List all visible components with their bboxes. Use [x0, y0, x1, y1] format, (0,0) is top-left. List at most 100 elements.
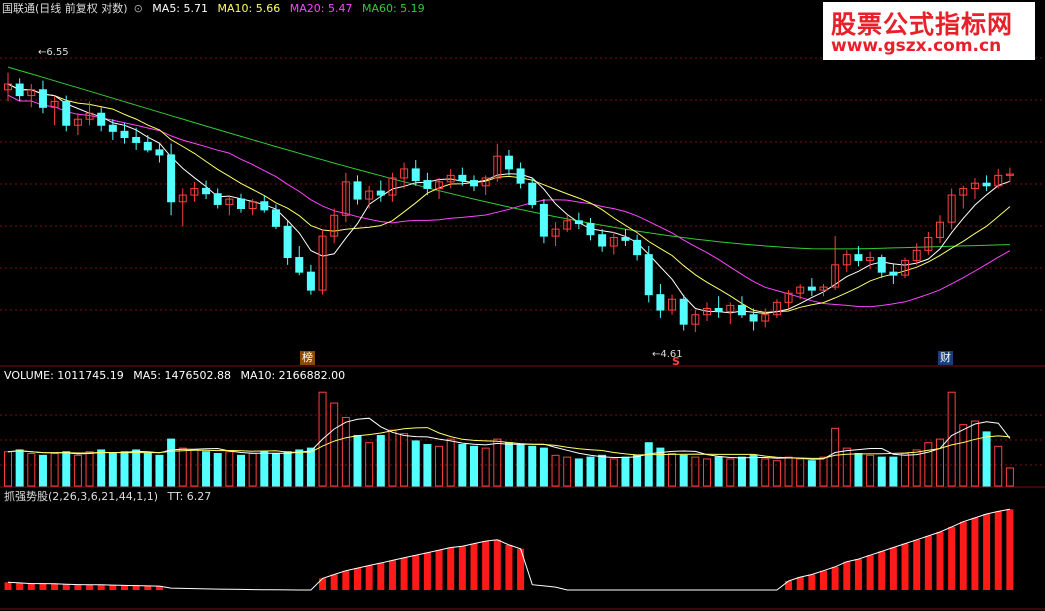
- volume-bar: [737, 456, 746, 487]
- volume-ma10-line: [7, 427, 1010, 459]
- chart-title[interactable]: 国联通(日线 前复权 对数): [2, 2, 128, 15]
- tt-bar: [97, 584, 105, 590]
- volume-bar: [400, 433, 409, 487]
- circle-chevron-icon[interactable]: ⊙: [133, 2, 143, 15]
- indicator-name: 抓强势股(2,26,3,6,21,44,1,1): [4, 490, 159, 503]
- tt-bar: [16, 582, 24, 590]
- candle-body: [213, 193, 222, 205]
- volume-bar: [190, 449, 199, 487]
- candle-body: [656, 294, 665, 311]
- ma60-label: MA60: 5.19: [361, 2, 425, 15]
- tt-bar: [1006, 509, 1014, 590]
- tt-bar: [319, 578, 327, 590]
- volume-bar: [458, 444, 467, 487]
- candle-body: [4, 83, 12, 91]
- volume-bar: [132, 449, 141, 487]
- tt-bar: [109, 585, 117, 590]
- candle-body: [341, 181, 350, 216]
- volume-bar: [703, 458, 711, 487]
- candle-body: [225, 198, 234, 205]
- tt-bar: [866, 555, 874, 590]
- candle-body: [167, 154, 176, 203]
- volume-bar: [644, 442, 653, 487]
- event-tag-cai[interactable]: 财: [938, 351, 953, 365]
- candle-body: [50, 100, 59, 108]
- volume-ma5-line: [7, 417, 1011, 460]
- candle-body: [446, 174, 455, 183]
- volume-bar: [481, 447, 490, 487]
- event-tag-bang[interactable]: 榜: [300, 351, 315, 365]
- volume-legend: VOLUME: 1011745.19 MA5: 1476502.88 MA10:…: [4, 369, 351, 383]
- volume-bar: [341, 416, 350, 487]
- volume-bar: [97, 449, 106, 487]
- volume-bar: [819, 456, 828, 487]
- volume-bar: [423, 444, 432, 487]
- candle-body: [947, 194, 956, 223]
- tt-bar: [994, 511, 1002, 590]
- candle-body: [108, 124, 117, 132]
- volume-bar: [38, 454, 47, 487]
- ma20-label: MA20: 5.47: [289, 2, 353, 15]
- volume-bar: [586, 456, 595, 487]
- volume-bar: [714, 456, 723, 487]
- watermark-logo: 股票公式指标网 www.gszx.com.cn: [823, 2, 1035, 60]
- volume-bar: [516, 444, 525, 487]
- volume-ma10: MA10: 2166882.00: [240, 369, 346, 382]
- tt-bar: [505, 544, 513, 590]
- tt-bar: [843, 561, 851, 590]
- candle-body: [598, 234, 607, 247]
- indicator-legend: 抓强势股(2,26,3,6,21,44,1,1) TT: 6.27: [4, 490, 217, 504]
- volume-bar: [330, 402, 339, 487]
- volume-bar: [225, 451, 234, 487]
- tt-bar: [74, 584, 82, 590]
- tt-bar: [132, 585, 140, 590]
- volume-bar: [283, 451, 292, 487]
- candle-body: [155, 149, 164, 156]
- volume-bar: [633, 454, 642, 487]
- volume-bar: [807, 460, 816, 487]
- candle-body: [691, 314, 700, 325]
- tt-bar: [924, 535, 932, 590]
- tt-bar: [86, 584, 94, 590]
- tt-bar: [878, 551, 886, 590]
- tt-bar: [400, 557, 408, 590]
- candle-body: [761, 314, 770, 322]
- volume-bar: [749, 454, 758, 487]
- candle-body: [318, 235, 327, 291]
- volume-bar: [947, 391, 956, 487]
- volume-bar: [970, 420, 979, 487]
- candle-body: [703, 308, 711, 316]
- candle-body: [470, 180, 478, 187]
- tt-bar: [39, 583, 47, 590]
- volume-bar: [446, 438, 455, 487]
- candle-body: [190, 187, 199, 196]
- volume-bar: [376, 435, 385, 487]
- sell-marker[interactable]: S: [672, 355, 680, 368]
- volume-bar: [1005, 467, 1014, 487]
- volume-bar: [62, 451, 71, 487]
- watermark-title: 股票公式指标网: [831, 10, 1014, 39]
- candle-body: [877, 257, 886, 273]
- tt-bar: [365, 565, 373, 590]
- candle-body: [132, 136, 141, 143]
- candle-body: [504, 155, 513, 170]
- candle-body: [749, 314, 758, 322]
- ma20-line: [7, 94, 1011, 308]
- candle-body: [435, 181, 444, 189]
- tt-bar: [948, 526, 956, 590]
- tt-bar: [482, 541, 490, 590]
- volume-bar: [143, 453, 152, 487]
- low-price-marker: ←4.61: [652, 349, 683, 360]
- tt-bar: [121, 585, 128, 590]
- candle-body: [936, 221, 944, 239]
- price-legend: 国联通(日线 前复权 对数) ⊙ MA5: 5.71 MA10: 5.66 MA2…: [2, 2, 431, 16]
- volume-bar: [155, 454, 164, 487]
- volume-bar: [551, 454, 560, 487]
- volume-bar: [877, 456, 886, 487]
- tt-bar: [913, 539, 921, 590]
- tt-bar: [983, 514, 991, 590]
- volume-bar: [167, 438, 176, 487]
- candle-body: [668, 298, 677, 311]
- candle-body: [726, 304, 735, 313]
